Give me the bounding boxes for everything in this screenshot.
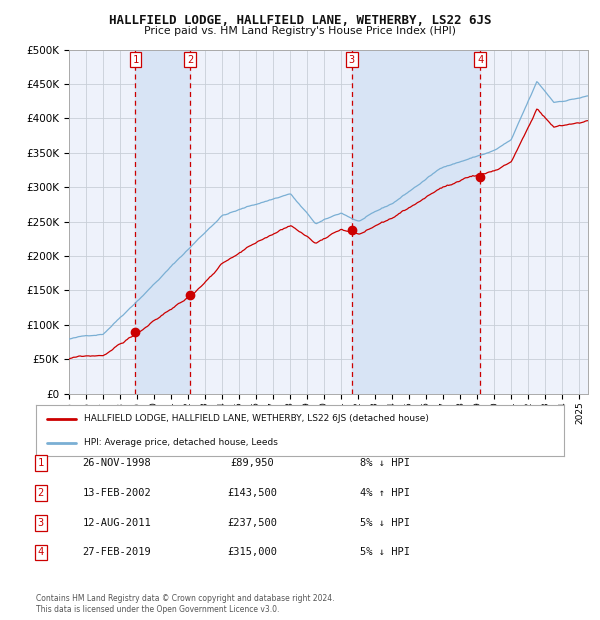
Text: 8% ↓ HPI: 8% ↓ HPI [360, 458, 410, 468]
Text: 26-NOV-1998: 26-NOV-1998 [83, 458, 151, 468]
Text: Price paid vs. HM Land Registry's House Price Index (HPI): Price paid vs. HM Land Registry's House … [144, 26, 456, 36]
Text: 2: 2 [38, 488, 44, 498]
Text: 4: 4 [477, 55, 483, 64]
Text: 1: 1 [132, 55, 139, 64]
Text: 5% ↓ HPI: 5% ↓ HPI [360, 547, 410, 557]
Text: HPI: Average price, detached house, Leeds: HPI: Average price, detached house, Leed… [83, 438, 277, 448]
Text: 3: 3 [38, 518, 44, 528]
Text: 27-FEB-2019: 27-FEB-2019 [83, 547, 151, 557]
Text: 3: 3 [349, 55, 355, 64]
Text: 5% ↓ HPI: 5% ↓ HPI [360, 518, 410, 528]
Text: £237,500: £237,500 [227, 518, 277, 528]
Text: 4: 4 [38, 547, 44, 557]
Text: This data is licensed under the Open Government Licence v3.0.: This data is licensed under the Open Gov… [36, 604, 280, 614]
Text: 2: 2 [187, 55, 193, 64]
Text: £143,500: £143,500 [227, 488, 277, 498]
Text: £89,950: £89,950 [230, 458, 274, 468]
Text: HALLFIELD LODGE, HALLFIELD LANE, WETHERBY, LS22 6JS: HALLFIELD LODGE, HALLFIELD LANE, WETHERB… [109, 14, 491, 27]
Text: 1: 1 [38, 458, 44, 468]
Bar [136, 50, 190, 394]
Text: £315,000: £315,000 [227, 547, 277, 557]
Bar [352, 50, 480, 394]
Text: 13-FEB-2002: 13-FEB-2002 [83, 488, 151, 498]
Text: HALLFIELD LODGE, HALLFIELD LANE, WETHERBY, LS22 6JS (detached house): HALLFIELD LODGE, HALLFIELD LANE, WETHERB… [83, 414, 428, 423]
Text: Contains HM Land Registry data © Crown copyright and database right 2024.: Contains HM Land Registry data © Crown c… [36, 593, 335, 603]
Text: 4% ↑ HPI: 4% ↑ HPI [360, 488, 410, 498]
Text: 12-AUG-2011: 12-AUG-2011 [83, 518, 151, 528]
